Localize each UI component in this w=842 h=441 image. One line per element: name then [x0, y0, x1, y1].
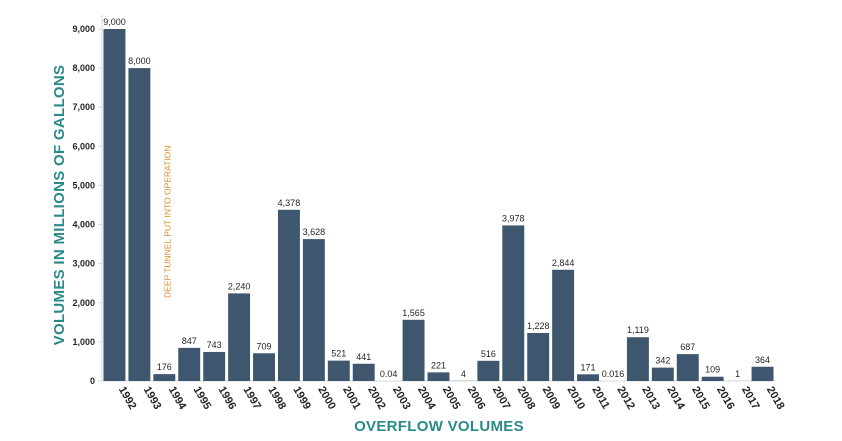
category-label: 1998 — [265, 385, 288, 412]
data-label: 364 — [755, 355, 770, 365]
data-label: 847 — [182, 336, 197, 346]
data-label: 441 — [356, 352, 371, 362]
category-label: 2009 — [540, 385, 563, 412]
data-label: 516 — [481, 349, 496, 359]
y-tick-label: 8,000 — [72, 63, 95, 73]
y-tick-label: 0 — [90, 376, 95, 386]
bar — [302, 239, 325, 381]
data-label: 3,978 — [502, 213, 525, 223]
category-label: 2018 — [764, 385, 787, 412]
data-label: 4,378 — [278, 198, 301, 208]
bar — [153, 374, 176, 381]
category-label: 2017 — [739, 385, 762, 412]
bar — [128, 68, 151, 381]
category-label: 1995 — [191, 385, 214, 412]
bar — [577, 374, 600, 381]
bar — [701, 376, 724, 381]
bar — [502, 225, 525, 381]
y-tick-label: 5,000 — [72, 180, 95, 190]
data-label: 2,844 — [552, 258, 575, 268]
data-label: 171 — [581, 362, 596, 372]
category-label: 2014 — [664, 385, 687, 413]
bar — [103, 29, 126, 381]
data-label: 709 — [257, 341, 272, 351]
data-label: 2,240 — [228, 281, 251, 291]
category-label: 2008 — [515, 385, 538, 412]
bar — [527, 332, 550, 381]
data-label: 0.016 — [602, 369, 625, 379]
data-label: 221 — [431, 360, 446, 370]
category-label: 2016 — [714, 385, 737, 412]
category-label: 2002 — [365, 385, 388, 412]
category-label: 2006 — [465, 385, 488, 412]
category-label: 1996 — [216, 385, 239, 412]
category-label: 2010 — [565, 385, 588, 412]
bar — [427, 372, 450, 381]
bar — [676, 354, 699, 381]
data-label: 4 — [461, 369, 466, 379]
data-label: 687 — [680, 342, 695, 352]
category-label: 2012 — [614, 385, 637, 412]
category-label: 1994 — [166, 385, 189, 413]
bar — [477, 360, 500, 381]
category-label: 1993 — [141, 385, 164, 412]
y-axis-title: VOLUMES IN MILLIONS OF GALLONS — [51, 65, 68, 346]
y-tick-label: 3,000 — [72, 259, 95, 269]
data-label: 109 — [705, 365, 720, 375]
category-label: 2007 — [490, 385, 513, 412]
category-label: 2001 — [340, 385, 363, 412]
category-label: 2003 — [390, 385, 413, 412]
y-tick-label: 7,000 — [72, 102, 95, 112]
y-tick-label: 9,000 — [72, 24, 95, 34]
category-label: 1992 — [116, 385, 139, 412]
y-tick-label: 1,000 — [72, 337, 95, 347]
data-label: 9,000 — [103, 17, 126, 27]
data-label: 3,628 — [303, 227, 326, 237]
category-label: 2011 — [589, 385, 611, 412]
bar — [228, 293, 251, 381]
bar — [203, 351, 226, 381]
bar — [552, 269, 575, 381]
y-tick-label: 4,000 — [72, 220, 95, 230]
chart-bars — [103, 29, 774, 381]
category-label: 2005 — [440, 385, 463, 412]
data-label: 1,565 — [402, 308, 425, 318]
bar — [352, 363, 375, 381]
data-label: 342 — [655, 356, 670, 366]
data-label: 1,119 — [627, 325, 649, 335]
category-label: 2015 — [689, 385, 712, 412]
data-label: 1 — [735, 369, 740, 379]
y-tick-label: 2,000 — [72, 298, 95, 308]
bar — [327, 360, 350, 381]
y-tick-label: 6,000 — [72, 141, 95, 151]
category-label: 2004 — [415, 385, 438, 413]
category-label: 2013 — [639, 385, 662, 412]
data-label: 8,000 — [128, 56, 151, 66]
data-label: 1,228 — [527, 321, 550, 331]
deep-tunnel-annotation: DEEP TUNNEL PUT INTO OPERATION — [162, 146, 172, 298]
bar — [626, 337, 649, 381]
bar — [651, 367, 674, 381]
data-label: 0.04 — [380, 369, 398, 379]
x-axis-title: OVERFLOW VOLUMES — [354, 418, 524, 435]
data-label: 521 — [331, 349, 346, 359]
category-label: 1997 — [240, 385, 263, 412]
bar — [253, 353, 275, 381]
category-label: 1999 — [290, 385, 313, 412]
data-label: 743 — [207, 340, 222, 350]
bar — [402, 319, 425, 381]
bar — [178, 347, 201, 381]
bar — [751, 366, 774, 381]
bar — [277, 209, 300, 381]
category-label: 2000 — [315, 385, 338, 412]
data-label: 176 — [157, 362, 172, 372]
